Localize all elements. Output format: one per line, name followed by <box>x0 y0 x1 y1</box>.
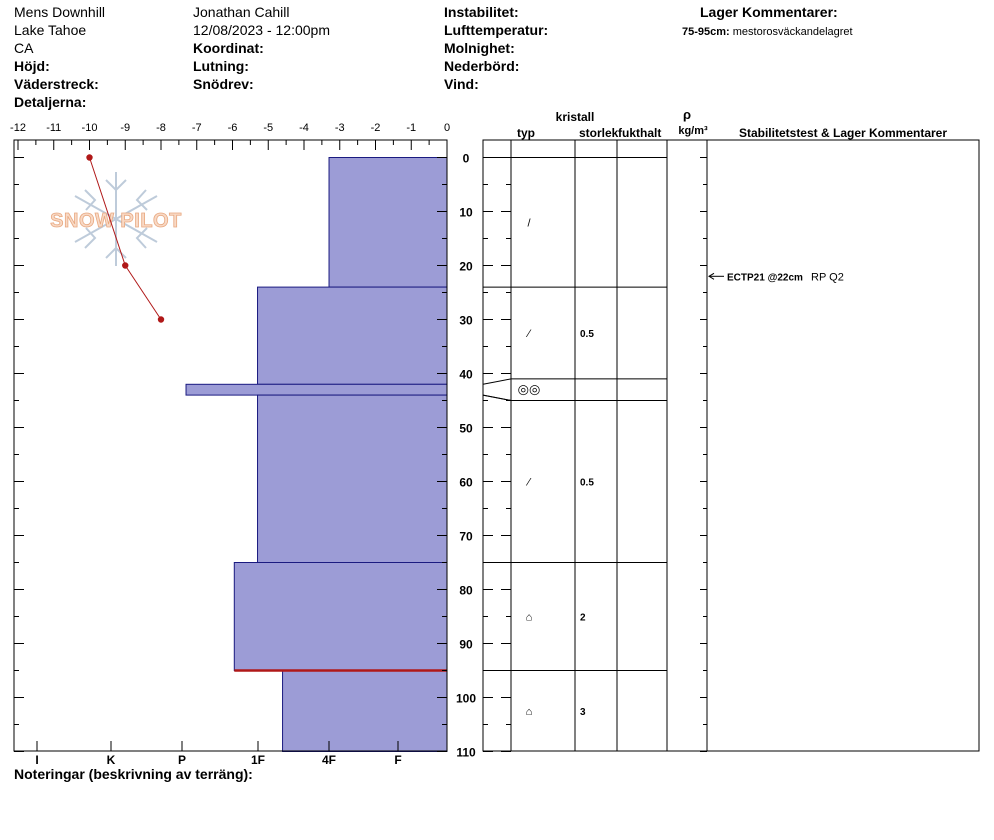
depth-tick-label: 0 <box>463 152 470 166</box>
temperature-point <box>157 316 165 323</box>
temperature-tick-label: -1 <box>406 122 416 134</box>
stability-test-code: ECTP21 @22cm <box>727 272 803 283</box>
hardness-tick-label: P <box>178 753 186 767</box>
grain-type-symbol: ◎◎ <box>518 382 541 397</box>
depth-tick-label: 110 <box>456 746 476 760</box>
hardness-layer-bar <box>257 286 448 385</box>
hardness-tick-label: 1F <box>251 753 265 767</box>
layer-table: / ⁄ 0.5 ◎◎ ⁄ 0.5 ⌂ 2 ⌂ 3 <box>482 139 980 752</box>
depth-tick-label: 70 <box>459 530 473 544</box>
depth-tick-label: 40 <box>459 368 473 382</box>
label-detaljerna: Detaljerna: <box>14 94 87 110</box>
grain-type-symbol: ⁄ <box>525 328 532 340</box>
observer-name: Jonathan Cahill <box>193 4 290 20</box>
location-state: CA <box>14 40 34 56</box>
temperature-tick-label: 0 <box>444 122 450 134</box>
grain-size-label: 3 <box>580 707 586 718</box>
hardness-tick-label: K <box>107 753 116 767</box>
label-molnighet: Molnighet: <box>444 40 515 56</box>
grain-type-symbol: / <box>527 217 531 229</box>
temperature-tick-label: -8 <box>156 122 166 134</box>
temperature-tick-label: -9 <box>120 122 130 134</box>
stability-test: ECTP21 @22cm RP Q2 <box>708 271 844 283</box>
layer-comment: 75-95cm: mestorosväckandelagret <box>682 23 853 41</box>
hardness-layer-bar <box>257 394 448 563</box>
label-lutning: Lutning: <box>193 58 249 74</box>
temperature-tick-label: -10 <box>82 122 98 134</box>
hardness-layer-bar <box>185 383 448 396</box>
depth-tick-label: 10 <box>459 206 473 220</box>
temperature-tick-label: -7 <box>192 122 202 134</box>
layer-connector <box>482 378 512 385</box>
grain-type-symbol: ⌂ <box>526 706 533 718</box>
temperature-tick-label: -11 <box>46 122 61 134</box>
depth-tick-label: 90 <box>459 638 473 652</box>
depth-tick-label: 50 <box>459 422 473 436</box>
hardness-axis: I K P 1F 4F F <box>35 741 402 767</box>
header-density-unit: kg/m³ <box>678 125 708 137</box>
layer-connector <box>482 394 512 401</box>
label-hojd: Höjd: <box>14 58 50 74</box>
label-vaderstreck: Väderstreck: <box>14 76 99 92</box>
hardness-layer-bar <box>233 562 448 671</box>
depth-axis: 0 10 20 30 40 50 60 70 80 90 100 110 <box>14 152 707 760</box>
profile-frame <box>13 139 448 752</box>
hardness-layers <box>185 157 448 752</box>
observation-datetime: 12/08/2023 - 12:00pm <box>193 22 330 38</box>
hardness-tick-label: F <box>394 753 401 767</box>
hardness-layer-bar <box>282 670 448 752</box>
temperature-profile <box>86 154 165 323</box>
temperature-point <box>86 154 93 161</box>
label-snodrev: Snödrev: <box>193 76 254 92</box>
label-lufttemperatur: Lufttemperatur: <box>444 22 549 38</box>
depth-tick-label: 100 <box>456 692 476 706</box>
label-instabilitet: Instabilitet: <box>444 4 519 20</box>
depth-tick-label: 30 <box>459 314 473 328</box>
layer-table-rows: / ⁄ 0.5 ◎◎ ⁄ 0.5 ⌂ 2 ⌂ 3 <box>482 157 667 718</box>
stability-test-extra: RP Q2 <box>811 271 844 283</box>
temperature-tick-label: -2 <box>371 122 381 134</box>
notes-label: Noteringar (beskrivning av terräng): <box>14 766 253 782</box>
temperature-tick-label: -12 <box>10 122 26 134</box>
watermark-text: SNOW PILOT <box>50 210 182 232</box>
header-storlek: storlek <box>579 126 619 140</box>
hardness-layer-bar <box>328 157 448 288</box>
temperature-point <box>122 262 129 269</box>
temperature-axis: -12 -11 -10 -9 -8 -7 -6 -5 -4 -3 -2 -1 0 <box>10 122 450 150</box>
grain-type-symbol: ⌂ <box>526 612 533 624</box>
header-typ: typ <box>517 126 535 140</box>
label-koordinat: Koordinat: <box>193 40 264 56</box>
location-area: Lake Tahoe <box>14 22 87 38</box>
label-lager-kommentarer: Lager Kommentarer: <box>700 4 838 20</box>
layer-comment-text: mestorosväckandelagret <box>732 26 853 38</box>
depth-tick-label: 60 <box>459 476 473 490</box>
hardness-tick-label: 4F <box>322 753 336 767</box>
label-vind: Vind: <box>444 76 479 92</box>
layer-comment-depth: 75-95cm: <box>682 26 730 38</box>
stability-arrow-icon <box>708 272 715 280</box>
snowflake-watermark-icon <box>74 172 158 266</box>
header-rho: ρ <box>683 107 691 122</box>
temperature-tick-label: -3 <box>335 122 345 134</box>
grain-size-label: 0.5 <box>580 478 594 489</box>
label-nederbord: Nederbörd: <box>444 58 520 74</box>
temperature-tick-label: -5 <box>263 122 273 134</box>
layer-table-frame <box>482 139 980 752</box>
header-kristall: kristall <box>556 110 595 124</box>
grain-type-symbol: ⁄ <box>525 477 532 489</box>
header-stability: Stabilitetstest & Lager Kommentarer <box>739 126 947 140</box>
temperature-tick-label: -6 <box>228 122 238 134</box>
grain-size-label: 0.5 <box>580 329 594 340</box>
depth-tick-label: 80 <box>459 584 473 598</box>
grain-size-label: 2 <box>580 613 586 624</box>
depth-tick-label: 20 <box>459 260 473 274</box>
hardness-tick-label: I <box>35 753 38 767</box>
header-fukthalt: fukthalt <box>618 126 661 140</box>
location-name: Mens Downhill <box>14 4 106 20</box>
temperature-tick-label: -4 <box>299 122 309 134</box>
